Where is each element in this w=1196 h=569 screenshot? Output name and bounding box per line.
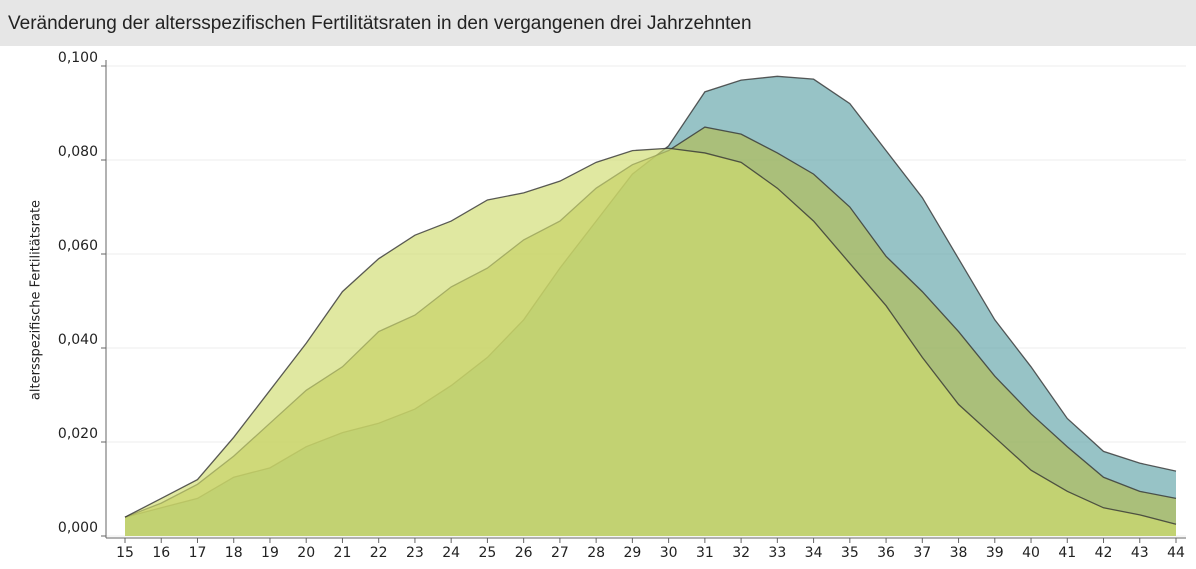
x-tick-label: 26 bbox=[515, 545, 533, 561]
x-tick-label: 21 bbox=[334, 545, 352, 561]
series-line bbox=[124, 147, 1177, 525]
x-tick-label: 36 bbox=[877, 545, 895, 561]
x-tick-label: 37 bbox=[913, 545, 931, 561]
y-tick-label: 0,040 bbox=[58, 332, 98, 348]
x-tick-label: 20 bbox=[297, 545, 315, 561]
x-tick-label: 25 bbox=[478, 545, 496, 561]
y-axis-label: altersspezifische Fertilitätsrate bbox=[29, 200, 44, 400]
x-tick-label: 33 bbox=[768, 545, 786, 561]
x-tick-label: 41 bbox=[1058, 545, 1076, 561]
x-tick-label: 30 bbox=[660, 545, 678, 561]
y-tick-label: 0,020 bbox=[58, 426, 98, 442]
x-tick-label: 43 bbox=[1131, 545, 1149, 561]
x-tick-label: 38 bbox=[950, 545, 968, 561]
x-tick-label: 18 bbox=[225, 545, 243, 561]
area bbox=[125, 148, 1176, 536]
x-tick-label: 34 bbox=[805, 545, 823, 561]
x-tick-label: 42 bbox=[1095, 545, 1113, 561]
y-tick-label: 0,000 bbox=[58, 520, 98, 536]
x-tick-label: 15 bbox=[116, 545, 134, 561]
x-tick-label: 22 bbox=[370, 545, 388, 561]
chart-title: Veränderung der altersspezifischen Ferti… bbox=[8, 13, 752, 34]
x-tick-label: 16 bbox=[152, 545, 170, 561]
x-tick-label: 40 bbox=[1022, 545, 1040, 561]
y-tick-label: 0,100 bbox=[58, 50, 98, 66]
x-tick-label: 17 bbox=[189, 545, 207, 561]
x-tick-label: 29 bbox=[623, 545, 641, 561]
x-tick-label: 31 bbox=[696, 545, 714, 561]
x-tick-label: 19 bbox=[261, 545, 279, 561]
x-tick-label: 44 bbox=[1167, 545, 1185, 561]
y-tick-label: 0,080 bbox=[58, 144, 98, 160]
x-tick-label: 35 bbox=[841, 545, 859, 561]
x-tick-label: 32 bbox=[732, 545, 750, 561]
x-tick-label: 28 bbox=[587, 545, 605, 561]
x-tick-label: 23 bbox=[406, 545, 424, 561]
x-tick-label: 24 bbox=[442, 545, 460, 561]
x-tick-label: 27 bbox=[551, 545, 569, 561]
title-bar bbox=[0, 0, 1196, 46]
y-tick-label: 0,060 bbox=[58, 238, 98, 254]
x-tick-label: 39 bbox=[986, 545, 1004, 561]
